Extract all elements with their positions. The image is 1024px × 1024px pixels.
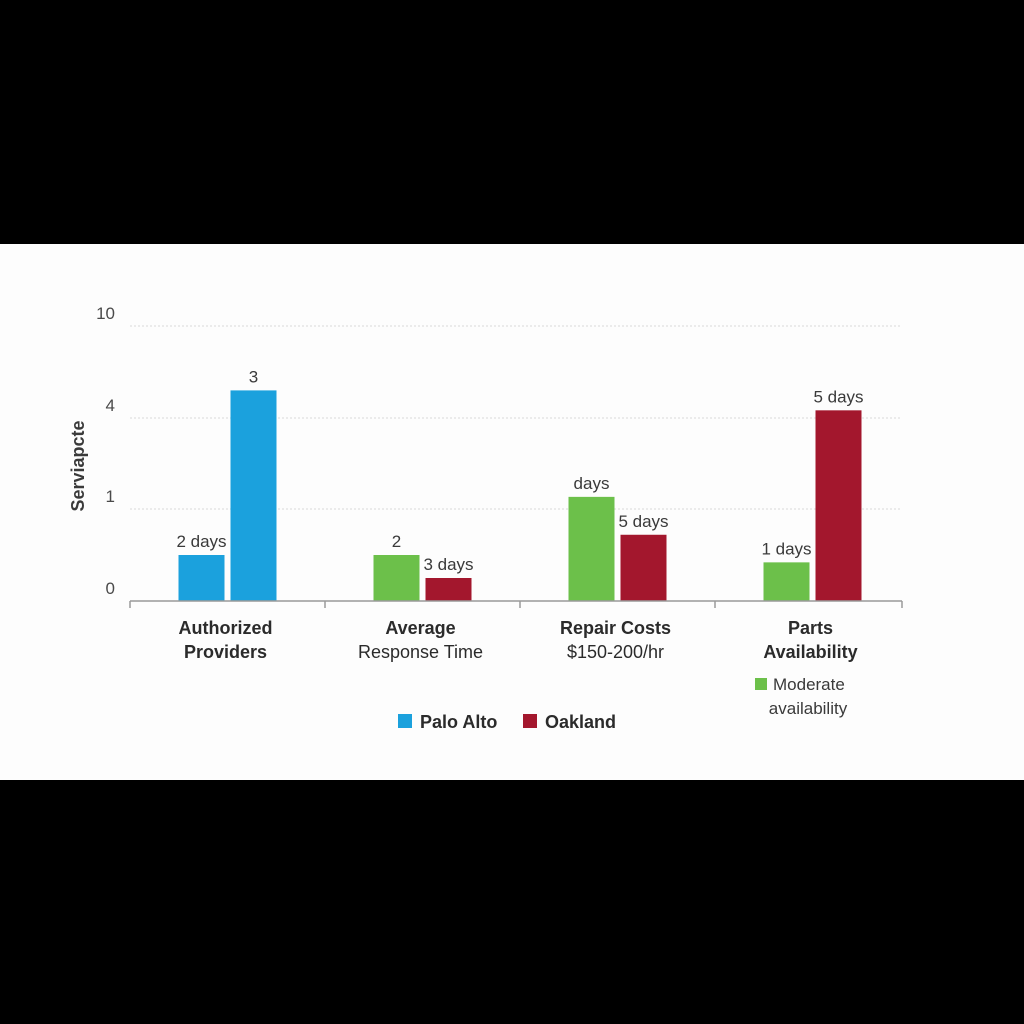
bar-1-1: [425, 578, 472, 601]
data-labels: 2 days 3 2 3 days days 5 days 1 days 5 days: [176, 367, 863, 574]
category-sublabel: $150-200/hr: [567, 642, 664, 662]
data-label-1-0: 2: [392, 532, 401, 551]
y-tick-label: 4: [106, 396, 115, 415]
category-label: Providers: [184, 642, 267, 662]
legend: Palo Alto Oakland: [398, 712, 616, 732]
y-axis-title: Serviapcte: [68, 420, 88, 511]
data-label-3-0: 1 days: [761, 539, 811, 558]
note-text: availability: [769, 699, 848, 718]
note-text: Moderate: [773, 675, 845, 694]
category-label: Repair Costs: [560, 618, 671, 638]
data-label-0-1: 3: [249, 367, 258, 386]
availability-note: Moderate availability: [755, 675, 848, 718]
category-label: Authorized: [179, 618, 273, 638]
legend-swatch: [398, 714, 412, 728]
category-labels: Authorized Providers Average Response Time R…: [129, 601, 903, 662]
bar-2-1: [620, 534, 667, 601]
category-sublabel: Response Time: [358, 642, 483, 662]
bar-3-0: [763, 562, 810, 601]
bar-3-1: [815, 410, 862, 601]
bars: [178, 390, 862, 601]
category-label: Average: [385, 618, 455, 638]
bar-0-1: [230, 390, 277, 601]
data-label-3-1: 5 days: [813, 387, 863, 406]
data-label-0-0: 2 days: [176, 532, 226, 551]
y-tick-label: 1: [106, 487, 115, 506]
y-tick-label: 0: [106, 579, 115, 598]
data-label-2-0: days: [574, 474, 610, 493]
legend-label: Palo Alto: [420, 712, 497, 732]
data-label-1-1: 3 days: [423, 555, 473, 574]
note-swatch: [755, 678, 767, 690]
legend-swatch: [523, 714, 537, 728]
bar-0-0: [178, 555, 225, 601]
category-label: Availability: [763, 642, 857, 662]
y-tick-label: 10: [96, 304, 115, 323]
bar-2-0: [568, 496, 615, 601]
data-label-2-1: 5 days: [618, 512, 668, 531]
category-label: Parts: [788, 618, 833, 638]
chart-panel: 10 4 1 0 2 days 3 2 3 days days 5 days 1 days 5 da…: [0, 244, 1024, 780]
legend-label: Oakland: [545, 712, 616, 732]
bar-1-0: [373, 555, 420, 601]
